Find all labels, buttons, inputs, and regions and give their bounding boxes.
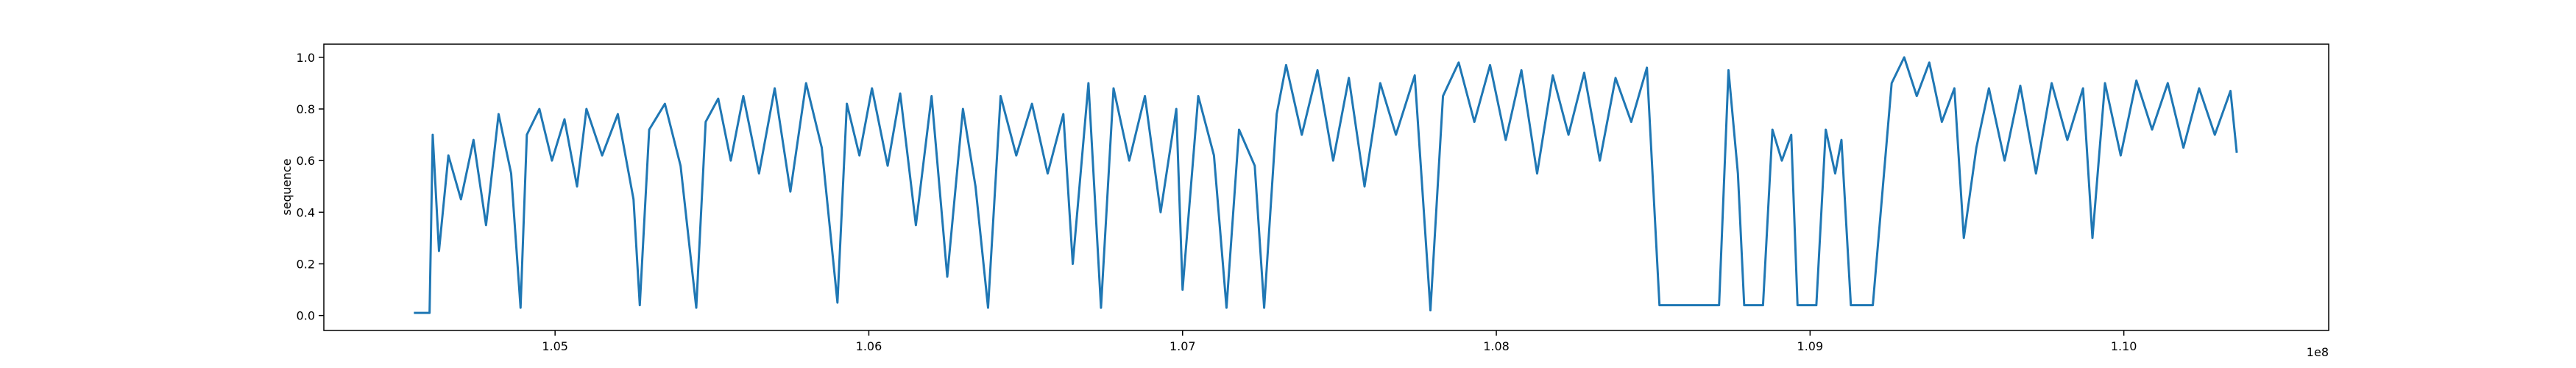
x-tick-label: 1.09 bbox=[1797, 339, 1824, 353]
y-tick-label: 0.6 bbox=[297, 154, 315, 168]
x-tick-label: 1.08 bbox=[1483, 339, 1510, 353]
x-offset-label: 1e8 bbox=[2307, 345, 2329, 359]
x-tick-label: 1.07 bbox=[1170, 339, 1196, 353]
x-tick-label: 1.05 bbox=[542, 339, 568, 353]
y-tick-label: 0.4 bbox=[297, 205, 315, 219]
y-tick-label: 1.0 bbox=[297, 51, 315, 65]
y-tick-label: 0.2 bbox=[297, 258, 315, 272]
x-tick-label: 1.06 bbox=[856, 339, 882, 353]
axes-frame bbox=[323, 43, 2329, 331]
data-line bbox=[414, 56, 2238, 314]
y-tick-label: 0.0 bbox=[297, 309, 315, 323]
y-tick-label: 0.8 bbox=[297, 102, 315, 116]
y-axis-label: sequence bbox=[280, 158, 294, 215]
x-tick-label: 1.10 bbox=[2111, 339, 2137, 353]
